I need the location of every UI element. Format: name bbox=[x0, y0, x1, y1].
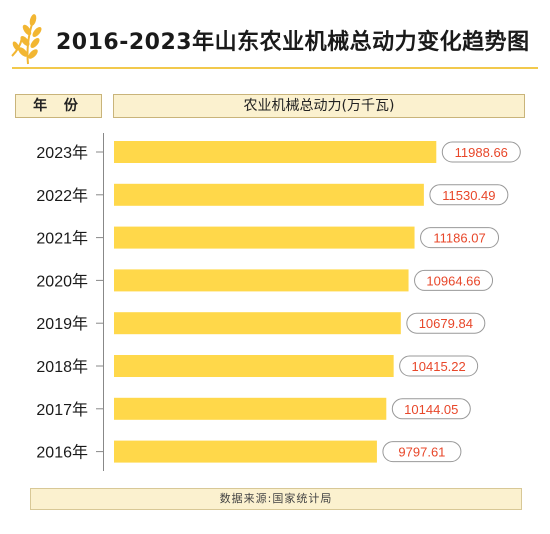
value-label: 10415.22 bbox=[412, 359, 466, 374]
value-label-box bbox=[429, 184, 509, 206]
bar bbox=[114, 312, 401, 335]
value-label-box bbox=[406, 312, 486, 334]
year-tick-label: 2019年 bbox=[36, 315, 88, 333]
year-tick-label: 2018年 bbox=[36, 358, 88, 376]
year-tick-label: 2023年 bbox=[36, 144, 88, 162]
wheat-icon bbox=[11, 14, 42, 65]
value-label-box bbox=[391, 398, 471, 420]
bar bbox=[114, 183, 424, 206]
year-column-header: 年 份 bbox=[15, 94, 102, 118]
value-label-box bbox=[420, 227, 500, 249]
value-label: 10679.84 bbox=[419, 316, 473, 331]
bar bbox=[114, 355, 394, 377]
header-divider bbox=[12, 67, 538, 69]
year-tick-label: 2017年 bbox=[36, 401, 88, 419]
value-label: 10144.05 bbox=[404, 402, 458, 417]
year-tick-label: 2022年 bbox=[36, 187, 88, 205]
value-label: 10964.66 bbox=[426, 273, 480, 288]
value-column-header: 农业机械总动力(万千瓦) bbox=[113, 94, 525, 118]
chart-title: 2016-2023年山东农业机械总动力变化趋势图 bbox=[56, 30, 530, 55]
bar bbox=[114, 440, 377, 463]
value-label: 11530.49 bbox=[442, 188, 495, 203]
source-note: 数据来源:国家统计局 bbox=[30, 488, 522, 510]
header: 2016-2023年山东农业机械总动力变化趋势图 bbox=[0, 0, 550, 78]
year-tick-label: 2016年 bbox=[36, 444, 88, 462]
value-label-box bbox=[441, 141, 521, 163]
year-tick-label: 2020年 bbox=[36, 272, 88, 290]
y-axis-line bbox=[103, 133, 104, 471]
bar bbox=[114, 226, 415, 249]
bar bbox=[114, 397, 387, 420]
bar bbox=[114, 269, 409, 292]
year-tick-label: 2021年 bbox=[36, 230, 88, 248]
value-label: 11988.66 bbox=[455, 145, 508, 160]
bar bbox=[114, 141, 437, 163]
value-label: 9797.61 bbox=[398, 445, 445, 460]
value-label-box bbox=[399, 355, 479, 377]
value-label-box bbox=[414, 269, 494, 291]
value-label: 11186.07 bbox=[433, 231, 485, 246]
value-label-box bbox=[382, 441, 462, 463]
